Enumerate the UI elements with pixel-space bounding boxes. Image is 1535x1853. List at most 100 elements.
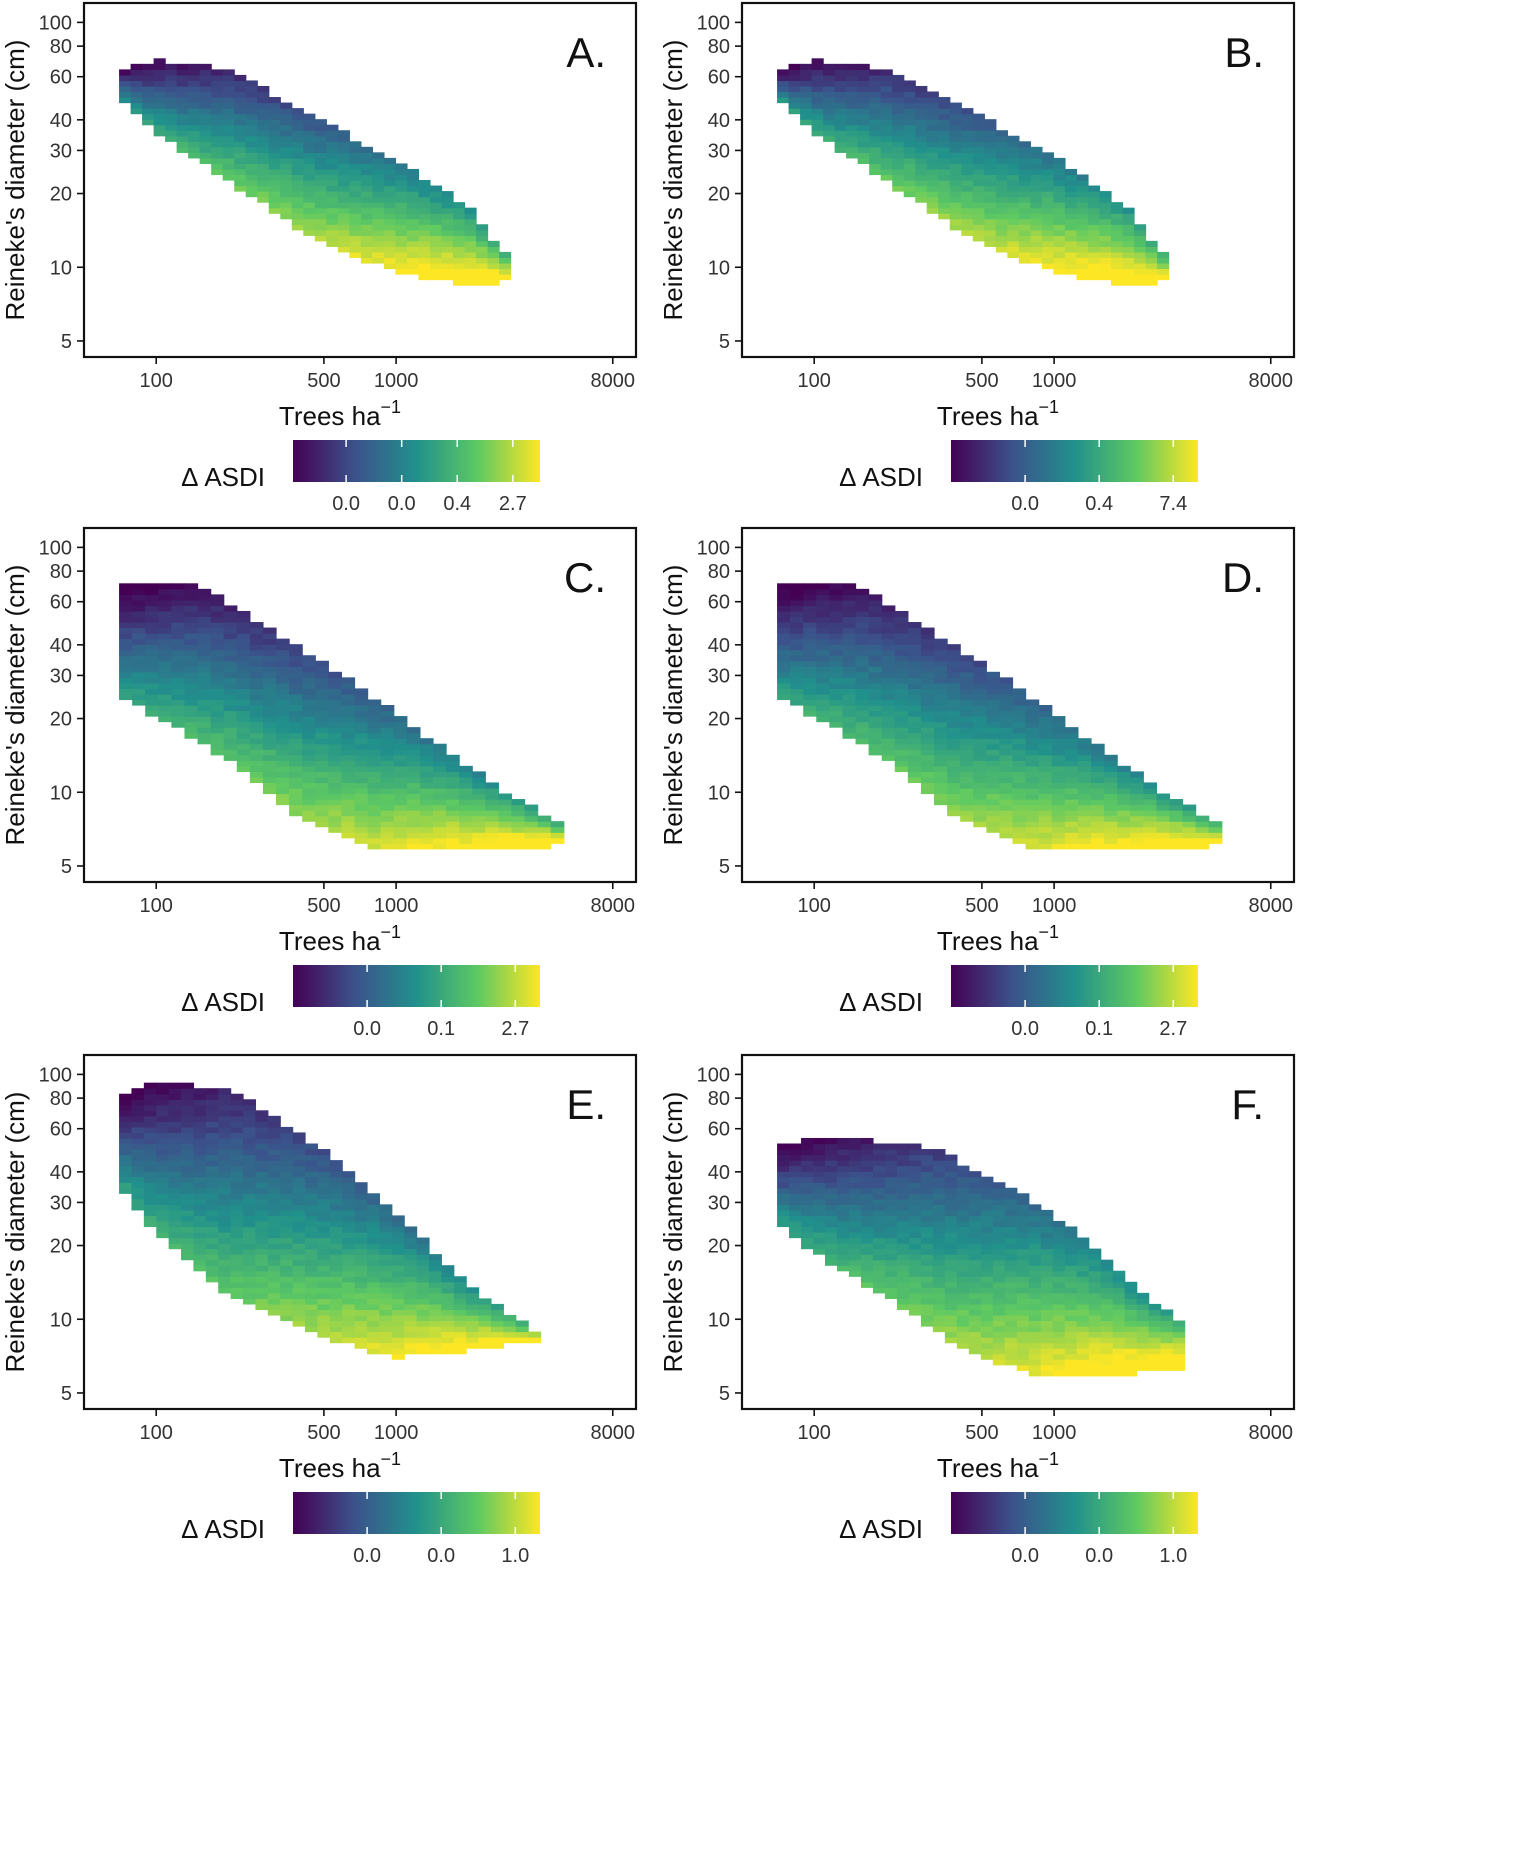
heatmap-cell	[211, 74, 224, 82]
heatmap-cell	[836, 1220, 850, 1228]
heatmap-cell	[1007, 202, 1020, 209]
heatmap-cell	[880, 163, 893, 170]
heatmap-cell	[790, 682, 804, 690]
heatmap-cell	[354, 1265, 368, 1272]
heatmap-cell	[406, 268, 420, 275]
heatmap-cell	[406, 732, 421, 739]
heatmap-cell	[328, 754, 343, 761]
heatmap-cell	[1156, 799, 1171, 806]
heatmap-cell	[428, 1265, 442, 1272]
heatmap-cell	[205, 1270, 219, 1277]
heatmap-cell	[452, 229, 466, 236]
heatmap-cell	[119, 1099, 133, 1106]
x-tick-label: 1000	[374, 895, 419, 917]
heatmap-cell	[168, 1132, 182, 1139]
x-tick-label: 8000	[591, 895, 636, 917]
heatmap-cell	[222, 102, 235, 109]
heatmap-cell	[984, 240, 997, 247]
heatmap-cell	[823, 119, 836, 126]
heatmap-cell	[145, 682, 159, 690]
heatmap-cell	[171, 594, 186, 601]
heatmap-cell	[842, 605, 857, 612]
heatmap-cell	[158, 671, 172, 678]
heatmap-cell	[255, 1220, 269, 1228]
heatmap-cell	[210, 721, 225, 728]
heatmap-cell	[892, 185, 905, 192]
heatmap-cell	[441, 268, 454, 275]
heatmap-cell	[441, 1326, 455, 1333]
heatmap-cell	[305, 1220, 318, 1228]
heatmap-cell	[920, 1303, 934, 1311]
heatmap-cell	[193, 1265, 207, 1272]
heatmap-cell	[920, 1281, 934, 1288]
heatmap-cell	[1016, 1298, 1030, 1305]
heatmap-cell	[303, 163, 316, 170]
heatmap-cell	[1012, 716, 1027, 723]
heatmap-cell	[846, 152, 859, 159]
heatmap-cell	[499, 274, 512, 281]
heatmap-cell	[329, 1176, 343, 1183]
y-axis-label: Reineke's diameter (cm)	[658, 40, 688, 321]
heatmap-cell	[419, 743, 434, 750]
heatmap-cell	[292, 1204, 306, 1211]
heatmap-cell	[961, 146, 974, 153]
heatmap-cell	[811, 63, 824, 70]
heatmap-cell	[1028, 1226, 1042, 1233]
heatmap-cell	[1088, 1348, 1102, 1355]
heatmap-cell	[949, 108, 962, 115]
heatmap-cell	[995, 191, 1008, 198]
heatmap-cell	[868, 644, 883, 651]
heatmap-cell	[1104, 821, 1118, 828]
heatmap-cell	[790, 594, 804, 601]
heatmap-cell	[869, 146, 882, 153]
heatmap-cell	[1104, 804, 1118, 811]
heatmap-cell	[825, 1187, 838, 1194]
heatmap-cell	[193, 1121, 207, 1128]
heatmap-cell	[360, 257, 373, 264]
heatmap-cell	[367, 799, 382, 806]
heatmap-cell	[131, 1137, 145, 1145]
heatmap-cell	[372, 229, 385, 236]
heatmap-cell	[132, 666, 146, 673]
heatmap-cell	[872, 1248, 886, 1255]
heatmap-cell	[383, 196, 397, 203]
heatmap-cell	[452, 246, 466, 253]
heatmap-cell	[441, 1348, 455, 1355]
heatmap-cell	[999, 682, 1014, 690]
heatmap-cell	[960, 660, 974, 667]
heatmap-cell	[418, 202, 431, 209]
heatmap-cell	[326, 168, 339, 176]
heatmap-cell	[789, 1176, 802, 1183]
heatmap-cell	[908, 1298, 922, 1305]
heatmap-cell	[872, 1265, 886, 1272]
heatmap-cell	[960, 787, 974, 795]
heatmap-cell	[944, 1232, 958, 1239]
heatmap-cell	[268, 180, 281, 187]
heatmap-cell	[855, 699, 870, 706]
heatmap-cell	[267, 1176, 281, 1183]
heatmap-cell	[920, 1226, 934, 1233]
heatmap-cell	[903, 130, 916, 137]
heatmap-cell	[1030, 207, 1043, 214]
heatmap-cell	[884, 1232, 898, 1239]
heatmap-cell	[938, 119, 951, 126]
heatmap-cell	[326, 235, 339, 242]
heatmap-cell	[834, 91, 847, 98]
heatmap-cell	[153, 102, 166, 109]
colorbar-tick-label: 1.0	[1159, 1545, 1187, 1567]
heatmap-cell	[314, 141, 327, 148]
heatmap-cell	[992, 1232, 1006, 1239]
heatmap-cell	[418, 251, 431, 259]
heatmap-cell	[302, 671, 316, 678]
heatmap-cell	[960, 716, 974, 723]
heatmap-cell	[446, 832, 460, 839]
heatmap-cell	[262, 705, 277, 712]
heatmap-cell	[1130, 793, 1144, 800]
heatmap-cell	[869, 119, 882, 126]
heatmap-cell	[354, 771, 369, 778]
heatmap-cell	[367, 738, 382, 745]
heatmap-cell	[1064, 229, 1078, 236]
heatmap-cell	[230, 1099, 244, 1106]
heatmap-cell	[255, 1160, 269, 1167]
heatmap-cell	[869, 91, 882, 98]
